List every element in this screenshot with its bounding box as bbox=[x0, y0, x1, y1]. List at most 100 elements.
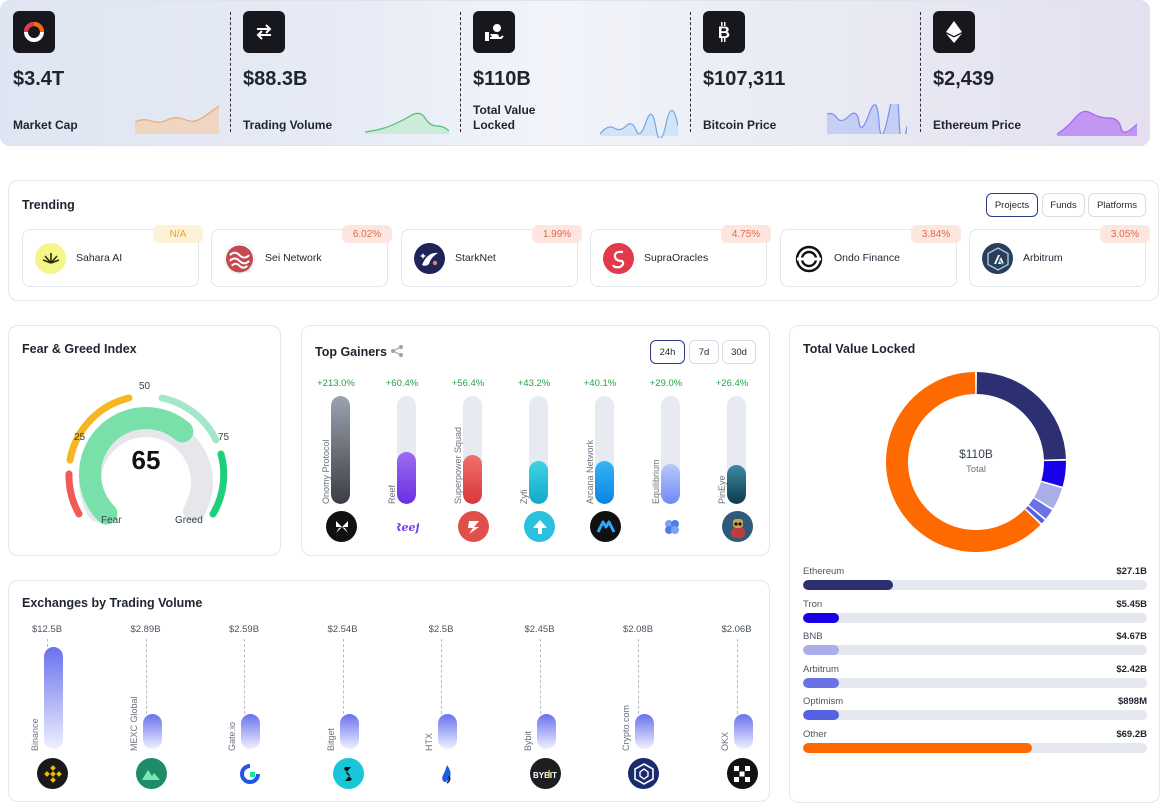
exchange-column[interactable]: $2.89B MEXC Global bbox=[116, 581, 212, 803]
exchange-column[interactable]: $2.5B HTX bbox=[411, 581, 507, 803]
binance-logo-icon bbox=[37, 758, 68, 789]
gainer-column[interactable]: +213.0% Onomy Protocol bbox=[306, 326, 366, 557]
exchange-name: Gate.io bbox=[227, 721, 237, 751]
stat-total-value-locked[interactable]: $110B Total Value Locked bbox=[460, 0, 690, 146]
exchange-name: Crypto.com bbox=[621, 704, 631, 751]
exchange-volume-bar bbox=[536, 714, 556, 749]
exchange-volume: $2.5B bbox=[428, 624, 454, 635]
donut-slice-arbitrum[interactable] bbox=[1028, 498, 1053, 519]
gainer-column[interactable]: +29.0% Equilibrium bbox=[636, 326, 696, 557]
share-icon[interactable] bbox=[390, 344, 404, 358]
tvl-center-value: $110B bbox=[959, 447, 993, 461]
trending-name: SupraOracles bbox=[644, 252, 709, 264]
tvl-row[interactable]: Ethereum $27.1B bbox=[803, 566, 1147, 594]
stat-label: Trading Volume bbox=[243, 118, 333, 132]
stat-market-cap[interactable]: $3.4T Market Cap bbox=[0, 0, 230, 146]
trending-card[interactable]: N/A Sahara AI bbox=[22, 225, 203, 287]
tvl-bar-fill bbox=[803, 645, 839, 656]
gainer-column[interactable]: +60.4% Reef Reef. bbox=[372, 326, 432, 557]
lock-hand-icon bbox=[473, 11, 515, 53]
gate-io-logo-icon bbox=[234, 758, 265, 789]
trending-name: Sahara AI bbox=[76, 252, 123, 264]
tvl-chain-name: BNB bbox=[803, 631, 823, 643]
stat-value: $3.4T bbox=[13, 68, 65, 90]
tvl-chain-value: $5.45B bbox=[1116, 598, 1147, 610]
trending-card[interactable]: 6.02% Sei Network bbox=[211, 225, 392, 287]
exchange-volume-bar bbox=[635, 714, 654, 749]
donut-slice-other[interactable] bbox=[886, 372, 1041, 552]
tab-platforms[interactable]: Platforms bbox=[1088, 193, 1146, 217]
donut-slice-ethereum[interactable] bbox=[976, 372, 1066, 460]
tvl-chain-name: Ethereum bbox=[803, 566, 845, 577]
exchange-column[interactable]: $2.06B OKX bbox=[707, 581, 803, 803]
exchange-volume-bar bbox=[44, 647, 63, 749]
stat-divider bbox=[460, 12, 461, 132]
trending-card[interactable]: 1.99% StarkNet bbox=[401, 225, 582, 287]
supraoracles-logo-icon bbox=[603, 243, 634, 274]
exchange-column[interactable]: $2.59B Gate.io bbox=[214, 581, 310, 803]
tvl-chain-value: $27.1B bbox=[1116, 566, 1147, 577]
donut-slice-bnb[interactable] bbox=[1034, 481, 1063, 509]
arbitrum-logo-icon bbox=[982, 243, 1013, 274]
tvl-row[interactable]: Arbitrum $2.42B bbox=[803, 664, 1147, 692]
tvl-bar-track bbox=[803, 677, 1147, 688]
gainer-name: Superpower Squad bbox=[453, 426, 463, 504]
htx-logo-icon bbox=[431, 758, 462, 789]
period-30d[interactable]: 30d bbox=[722, 340, 756, 364]
tvl-bar-fill bbox=[803, 710, 839, 721]
gainer-column[interactable]: +43.2% Zyfi bbox=[504, 326, 564, 557]
stat-bitcoin-price[interactable]: B $107,311 Bitcoin Price bbox=[690, 0, 920, 146]
donut-slice-optimism[interactable] bbox=[1025, 505, 1045, 524]
greed-label: Greed bbox=[175, 515, 203, 526]
trending-card[interactable]: 4.75% SupraOracles bbox=[590, 225, 771, 287]
fear-greed-section: Fear & Greed Index 25 50 75 Fear Greed 6… bbox=[8, 325, 281, 556]
stat-value: $2,439 bbox=[933, 68, 995, 90]
crypto-com-logo-icon bbox=[628, 758, 659, 789]
tab-projects[interactable]: Projects bbox=[986, 193, 1038, 217]
exchange-name: HTX bbox=[424, 733, 434, 751]
period-24h[interactable]: 24h bbox=[650, 340, 685, 364]
exchange-column[interactable]: $2.54B Bitget bbox=[313, 581, 409, 803]
exchange-column[interactable]: $2.45B Bybit BYBIT bbox=[510, 581, 606, 803]
exchange-volume-bar bbox=[438, 714, 457, 749]
stat-ethereum-price[interactable]: $2,439 Ethereum Price bbox=[920, 0, 1150, 146]
tab-funds[interactable]: Funds bbox=[1042, 193, 1085, 217]
exchange-volume: $2.06B bbox=[721, 624, 752, 635]
gainer-column[interactable]: +56.4% Superpower Squad bbox=[438, 326, 498, 557]
exchange-column[interactable]: $2.08B Crypto.com bbox=[608, 581, 704, 803]
gainer-name: Onomy Protocol bbox=[321, 439, 331, 504]
exchange-volume-bar bbox=[733, 714, 753, 749]
gainer-column[interactable]: +40.1% Arcana Network bbox=[570, 326, 630, 557]
tvl-row[interactable]: BNB $4.67B bbox=[803, 631, 1147, 659]
donut-slice-tron[interactable] bbox=[1041, 460, 1066, 487]
change-badge: 3.05% bbox=[1100, 225, 1150, 243]
tvl-row[interactable]: Tron $5.45B bbox=[803, 599, 1147, 627]
exchange-name: Bitget bbox=[325, 727, 336, 751]
exchange-column[interactable]: $12.5B Binance bbox=[17, 581, 113, 803]
stat-value: $88.3B bbox=[243, 68, 308, 90]
exchange-volume-bar bbox=[241, 714, 260, 749]
gainer-change: +29.0% bbox=[649, 378, 683, 389]
fear-label: Fear bbox=[101, 515, 122, 526]
tvl-row[interactable]: Other $69.2B bbox=[803, 729, 1147, 757]
stat-trading-volume[interactable]: $88.3B Trading Volume bbox=[230, 0, 460, 146]
gainer-name: Arcana Network bbox=[585, 439, 595, 504]
sei-network-logo-icon bbox=[224, 243, 255, 274]
tvl-row[interactable]: Optimism $898M bbox=[803, 696, 1147, 724]
tick-50: 50 bbox=[139, 381, 151, 392]
tvl-bar-fill bbox=[803, 612, 839, 623]
trending-card[interactable]: 3.05% Arbitrum bbox=[969, 225, 1150, 287]
tvl-bar-fill bbox=[803, 677, 839, 688]
bitcoin-icon: B bbox=[703, 11, 745, 53]
market-cap-icon bbox=[13, 11, 55, 53]
gainer-change: +60.4% bbox=[385, 378, 419, 389]
reef-logo-icon: Reef. bbox=[392, 511, 423, 542]
trending-card[interactable]: 3.84% Ondo Finance bbox=[780, 225, 961, 287]
ethereum-icon bbox=[933, 11, 975, 53]
gainer-name: Equilibrium bbox=[651, 459, 661, 504]
gainer-column[interactable]: +26.4% PinEye bbox=[702, 326, 762, 557]
period-7d[interactable]: 7d bbox=[689, 340, 719, 364]
stat-label: Market Cap bbox=[13, 118, 78, 132]
change-badge: N/A bbox=[153, 225, 203, 243]
mexc-logo-icon bbox=[135, 758, 167, 789]
